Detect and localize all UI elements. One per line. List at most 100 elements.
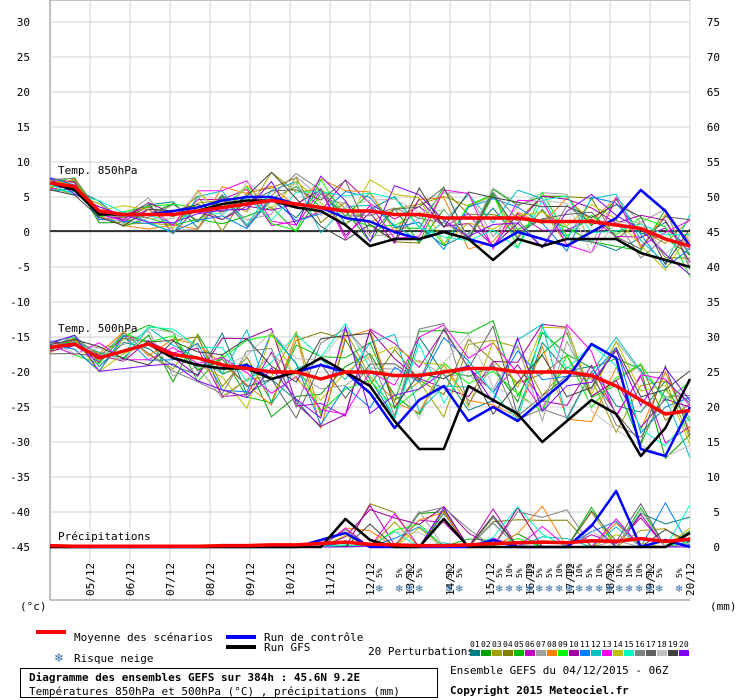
snowflake-icon: ❄ [415,584,423,595]
chart-title: Diagramme des ensembles GEFS sur 384h : … [29,671,361,684]
perturbation-id-label: 10 [569,640,579,649]
right-unit: (mm) [710,600,737,613]
snowflake-icon: ❄ [555,584,563,595]
snow-percent-label: 10% [505,563,514,578]
run-info: Ensemble GEFS du 04/12/2015 - 06Z [450,664,669,677]
main-series [49,181,692,549]
perturbation-color-swatch [558,650,568,656]
left-unit: (°c) [20,600,47,613]
snowflake-icon: ❄ [675,584,683,595]
perturbation-id-label: 15 [624,640,634,649]
right-tick-label: 25 [707,366,720,379]
snow-percent-label: 10% [565,563,574,578]
snow-percent-label: 5% [405,568,414,578]
perturbation-color-swatch [668,650,678,656]
x-tick-label: 07/12 [164,563,177,596]
perturbation-color-swatch [635,650,645,656]
right-tick-label: 10 [707,471,720,484]
snowflake-icon: ❄ [535,584,543,595]
perturbation-850-line [49,176,691,268]
snowflake-icon: ❄ [585,584,593,595]
right-tick-label: 55 [707,156,720,169]
legend-snow-label: Risque neige [74,652,153,665]
left-tick-label: 25 [17,51,30,64]
snowflake-icon: ❄ [405,584,413,595]
perturbation-id-label: 19 [668,640,678,649]
panel-label-850: Temp. 850hPa [58,164,137,177]
snow-percent-label: 5% [445,568,454,578]
perturbation-color-swatch [613,650,623,656]
perturbation-id-label: 07 [536,640,546,649]
perturbation-color-swatch [547,650,557,656]
snowflake-icon: ❄ [615,584,623,595]
x-tick-label: 16/12 [524,563,537,596]
right-tick-label: 65 [707,86,720,99]
left-tick-label: -10 [10,296,30,309]
left-tick-label: 0 [23,226,30,239]
perturbation-id-label: 06 [525,640,535,649]
perturbation-color-swatch [591,650,601,656]
legend-control-label: Run de contrôle [264,631,363,644]
x-axis: 05/12 06/12 07/12 08/12 09/12 10/12 11/12 12/12… [84,563,697,596]
snow-percent-label: 10% [625,563,634,578]
snowflake-icon: ❄ [505,584,513,595]
perturbation-id-label: 01 [470,640,480,649]
x-tick-label: 15/12 [484,563,497,596]
perturbation-color-swatch [470,650,480,656]
x-tick-label: 05/12 [84,563,97,596]
series-line-t500 [49,342,691,416]
perturbation-500-line [49,324,691,419]
x-tick-label: 10/12 [284,563,297,596]
snowflake-icon: ❄ [525,584,533,595]
x-tick-label: 12/12 [364,563,377,596]
panel-label-precip: Précipitations [58,530,151,543]
grid [50,0,691,600]
x-tick-label: 17/12 [564,563,577,596]
snow-percent-label: 5% [545,568,554,578]
perturbation-color-swatch [525,650,535,656]
snowflake-icon: ❄ [645,584,653,595]
right-tick-label: 40 [707,261,720,274]
left-tick-label: -45 [10,541,30,554]
snowflake-icon: ❄ [575,584,583,595]
perturbation-id-label: 16 [635,640,645,649]
x-tick-label: 19/12 [644,563,657,596]
snowflake-icon: ❄ [635,584,643,595]
left-tick-label: -30 [10,436,30,449]
perturbation-color-swatch [580,650,590,656]
snowflake-icon: ❄ [565,584,573,595]
perturbation-id-label: 02 [481,640,491,649]
x-tick-label: 11/12 [324,563,337,596]
perturbation-500-line [49,322,691,447]
perturbation-color-swatch [492,650,502,656]
snow-percent-label: 5% [655,568,664,578]
snow-percent-label: 5% [495,568,504,578]
perturbation-id-label: 12 [591,640,601,649]
perturbation-850-line [49,171,691,266]
perturbation-color-swatch [679,650,689,656]
perturbation-color-swatch [503,650,513,656]
snowflake-icon: ❄ [375,584,383,595]
right-tick-label: 50 [707,191,720,204]
left-tick-label: 30 [17,16,30,29]
perturbation-500-line [49,323,691,458]
right-tick-label: 30 [707,331,720,344]
perturbation-color-swatch [569,650,579,656]
snow-percent-label: 5% [605,568,614,578]
left-tick-label: -20 [10,366,30,379]
perturbation-color-swatch [646,650,656,656]
snowflake-icon: ❄ [545,584,553,595]
x-tick-label: 13/12 [404,563,417,596]
snow-percent-label: 5% [585,568,594,578]
panel-label-500: Temp. 500hPa [58,322,137,335]
snow-percent-label: 10% [555,563,564,578]
snow-percent-label: 10% [615,563,624,578]
legend-mean-label: Moyenne des scénarios [74,631,213,644]
perturbation-id-label: 09 [558,640,568,649]
left-tick-label: -35 [10,471,30,484]
legend-gfs-label: Run GFS [264,641,310,654]
perturbation-850-line [49,177,691,263]
left-tick-label: -25 [10,401,30,414]
